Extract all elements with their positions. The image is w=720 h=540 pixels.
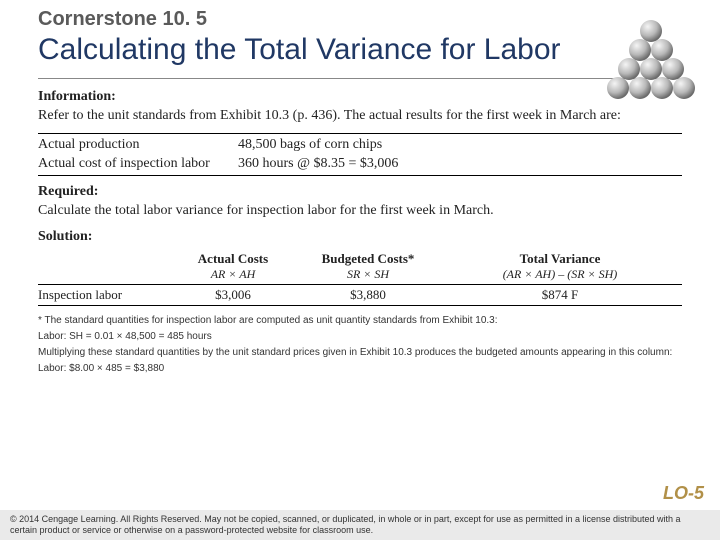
variance-data-row: Inspection labor $3,006 $3,880 $874 F	[38, 287, 682, 303]
footnote-line: Labor: $8.00 × 485 = $3,880	[38, 362, 682, 375]
spheres-logo-icon	[598, 6, 708, 106]
row-label: Inspection labor	[38, 287, 168, 303]
required-label: Required:	[38, 184, 682, 200]
footnotes: * The standard quantities for inspection…	[0, 308, 720, 375]
table-rule	[38, 133, 682, 134]
col-budgeted: Budgeted Costs*	[298, 251, 438, 267]
formula-budgeted: SR × SH	[298, 267, 438, 282]
cornerstone-label: Cornerstone 10. 5	[38, 8, 682, 31]
solution-label: Solution:	[38, 229, 682, 245]
required-text: Calculate the total labor variance for i…	[38, 202, 682, 220]
header: Cornerstone 10. 5 Calculating the Total …	[0, 0, 720, 68]
variance-header-row: Actual Costs Budgeted Costs* Total Varia…	[38, 251, 682, 267]
table-row: Actual cost of inspection labor 360 hour…	[38, 155, 682, 174]
row-value: 360 hours @ $8.35 = $3,006	[238, 155, 538, 174]
table-row: Actual production 48,500 bags of corn ch…	[38, 136, 682, 155]
information-label: Information:	[38, 89, 682, 105]
row-label: Actual cost of inspection labor	[38, 155, 238, 174]
learning-objective-label: LO-5	[663, 483, 704, 504]
footnote-line: Labor: SH = 0.01 × 48,500 = 485 hours	[38, 330, 682, 343]
formula-dash: –	[558, 267, 564, 281]
variance-formula-row: AR × AH SR × SH (AR × AH) – (SR × SH)	[38, 267, 682, 282]
formula-right: (SR × SH)	[567, 267, 617, 281]
actuals-table: Actual production 48,500 bags of corn ch…	[38, 133, 682, 177]
table-rule	[38, 305, 682, 306]
budgeted-value: $3,880	[298, 287, 438, 303]
row-value: 48,500 bags of corn chips	[238, 136, 538, 155]
actual-value: $3,006	[168, 287, 298, 303]
variance-table: Actual Costs Budgeted Costs* Total Varia…	[38, 251, 682, 306]
col-blank	[38, 267, 168, 282]
copyright-bar: © 2014 Cengage Learning. All Rights Rese…	[0, 510, 720, 540]
variance-value: $874 F	[438, 287, 682, 303]
footnote-line: * The standard quantities for inspection…	[38, 314, 682, 327]
formula-actual: AR × AH	[168, 267, 298, 282]
table-rule	[38, 284, 682, 285]
page-title: Calculating the Total Variance for Labor	[38, 33, 682, 68]
content-area: Information: Refer to the unit standards…	[0, 79, 720, 306]
col-variance: Total Variance	[438, 251, 682, 267]
table-rule	[38, 175, 682, 176]
formula-variance: (AR × AH) – (SR × SH)	[438, 267, 682, 282]
footnote-line: Multiplying these standard quantities by…	[38, 346, 682, 359]
col-blank	[38, 251, 168, 267]
col-actual: Actual Costs	[168, 251, 298, 267]
row-label: Actual production	[38, 136, 238, 155]
formula-left: (AR × AH)	[503, 267, 556, 281]
information-text: Refer to the unit standards from Exhibit…	[38, 107, 682, 125]
